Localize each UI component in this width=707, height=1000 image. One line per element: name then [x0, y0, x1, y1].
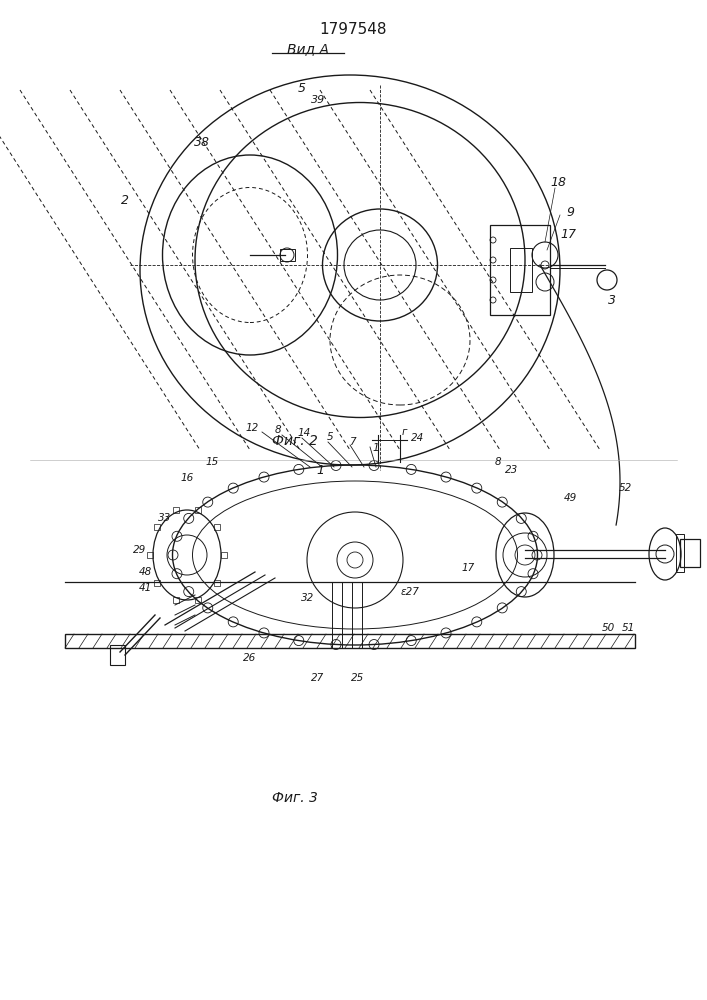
Bar [65, 634, 635, 648]
Bar [214, 580, 220, 586]
Text: 38: 38 [194, 135, 210, 148]
Text: 18: 18 [550, 176, 566, 188]
Text: 16: 16 [180, 473, 194, 483]
Text: 23: 23 [506, 465, 519, 475]
Text: 24: 24 [411, 433, 425, 443]
Text: 27: 27 [311, 673, 325, 683]
Bar [173, 597, 179, 603]
Text: Вид А: Вид А [287, 42, 329, 56]
Text: 9: 9 [566, 206, 574, 219]
Text: 39: 39 [311, 95, 325, 105]
Text: 32: 32 [301, 593, 315, 603]
Text: 1: 1 [373, 443, 380, 453]
Text: 17: 17 [560, 229, 576, 241]
Text: 51: 51 [621, 623, 635, 633]
Bar [195, 507, 201, 513]
Text: 1: 1 [316, 464, 324, 477]
Bar [154, 524, 160, 530]
Bar [676, 534, 684, 572]
Text: ε27: ε27 [401, 587, 419, 597]
Bar [147, 552, 153, 558]
Bar [680, 539, 700, 567]
Text: 7: 7 [349, 437, 356, 447]
Text: 41: 41 [139, 583, 151, 593]
Text: 25: 25 [351, 673, 365, 683]
Text: 29: 29 [134, 545, 146, 555]
Text: 52: 52 [619, 483, 631, 493]
Text: 48: 48 [139, 567, 151, 577]
Text: 8: 8 [495, 457, 501, 467]
Text: 15: 15 [205, 457, 218, 467]
Text: Фиг. 3: Фиг. 3 [272, 791, 318, 805]
Text: 1797548: 1797548 [320, 22, 387, 37]
Text: 2: 2 [121, 194, 129, 207]
Text: 5: 5 [298, 82, 306, 95]
Text: г: г [402, 427, 407, 437]
Bar [195, 597, 201, 603]
Bar [154, 580, 160, 586]
Bar [173, 507, 179, 513]
Bar [221, 552, 227, 558]
Bar [280, 249, 295, 261]
Text: 8: 8 [275, 425, 281, 435]
Bar [110, 645, 125, 665]
Text: 12: 12 [245, 423, 259, 433]
Text: 50: 50 [602, 623, 614, 633]
Text: 3: 3 [608, 294, 616, 306]
Bar [510, 248, 532, 292]
Bar [490, 225, 550, 315]
Text: 5: 5 [327, 432, 333, 442]
Text: 33: 33 [158, 513, 172, 523]
Text: 49: 49 [563, 493, 577, 503]
Text: 26: 26 [243, 653, 257, 663]
Text: Фиг. 2: Фиг. 2 [272, 434, 318, 448]
Text: 14: 14 [298, 428, 310, 438]
Bar [214, 524, 220, 530]
Text: 17: 17 [462, 563, 474, 573]
